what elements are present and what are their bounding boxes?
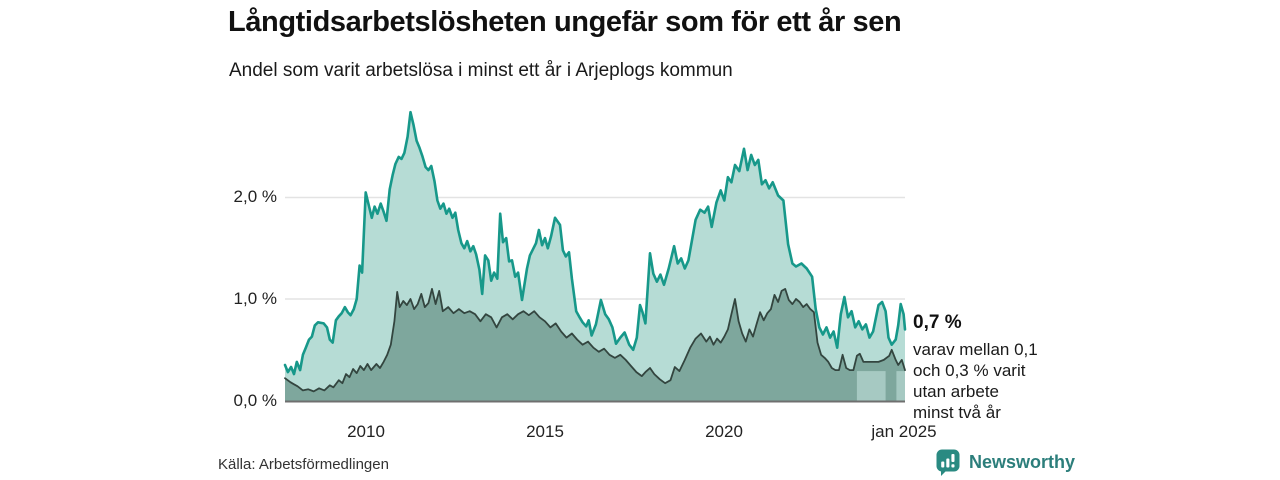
y-axis-tick-1: 1,0 % bbox=[233, 289, 277, 308]
area-unemployed-two-years bbox=[285, 288, 905, 401]
x-axis-tick-2010: 2010 bbox=[347, 422, 385, 441]
source-label: Källa: Arbetsförmedlingen bbox=[218, 456, 389, 473]
annotation-line: varav mellan 0,1 bbox=[913, 340, 1038, 359]
uncertainty-band bbox=[896, 371, 905, 401]
chart-subtitle: Andel som varit arbetslösa i minst ett å… bbox=[229, 60, 733, 81]
y-axis-tick-2: 2,0 % bbox=[233, 187, 277, 206]
line-unemployed-two-years bbox=[284, 288, 906, 393]
newsworthy-bar-chart-bubble-icon bbox=[936, 449, 960, 476]
line-unemployed-one-year bbox=[283, 110, 907, 376]
x-axis-tick-jan-2025: jan 2025 bbox=[871, 422, 937, 441]
uncertainty-band bbox=[856, 371, 886, 401]
x-axis-tick-2015: 2015 bbox=[526, 422, 564, 441]
x-axis-tick-2020: 2020 bbox=[705, 422, 743, 441]
annotation-line: utan arbete bbox=[913, 382, 1000, 401]
newsworthy-wordmark: Newsworthy bbox=[969, 452, 1076, 472]
latest-value-annotation: 0,7 % varav mellan 0,1 och 0,3 % varit u… bbox=[913, 312, 1073, 423]
latest-value: 0,7 % bbox=[913, 312, 962, 333]
annotation-line: och 0,3 % varit bbox=[913, 361, 1026, 380]
y-axis-tick-0: 0,0 % bbox=[233, 391, 277, 410]
page-title: Långtidsarbetslösheten ungefär som för e… bbox=[228, 6, 902, 38]
annotation-line: minst två år bbox=[913, 403, 1001, 422]
newsworthy-branding: Newsworthy bbox=[936, 449, 1075, 476]
